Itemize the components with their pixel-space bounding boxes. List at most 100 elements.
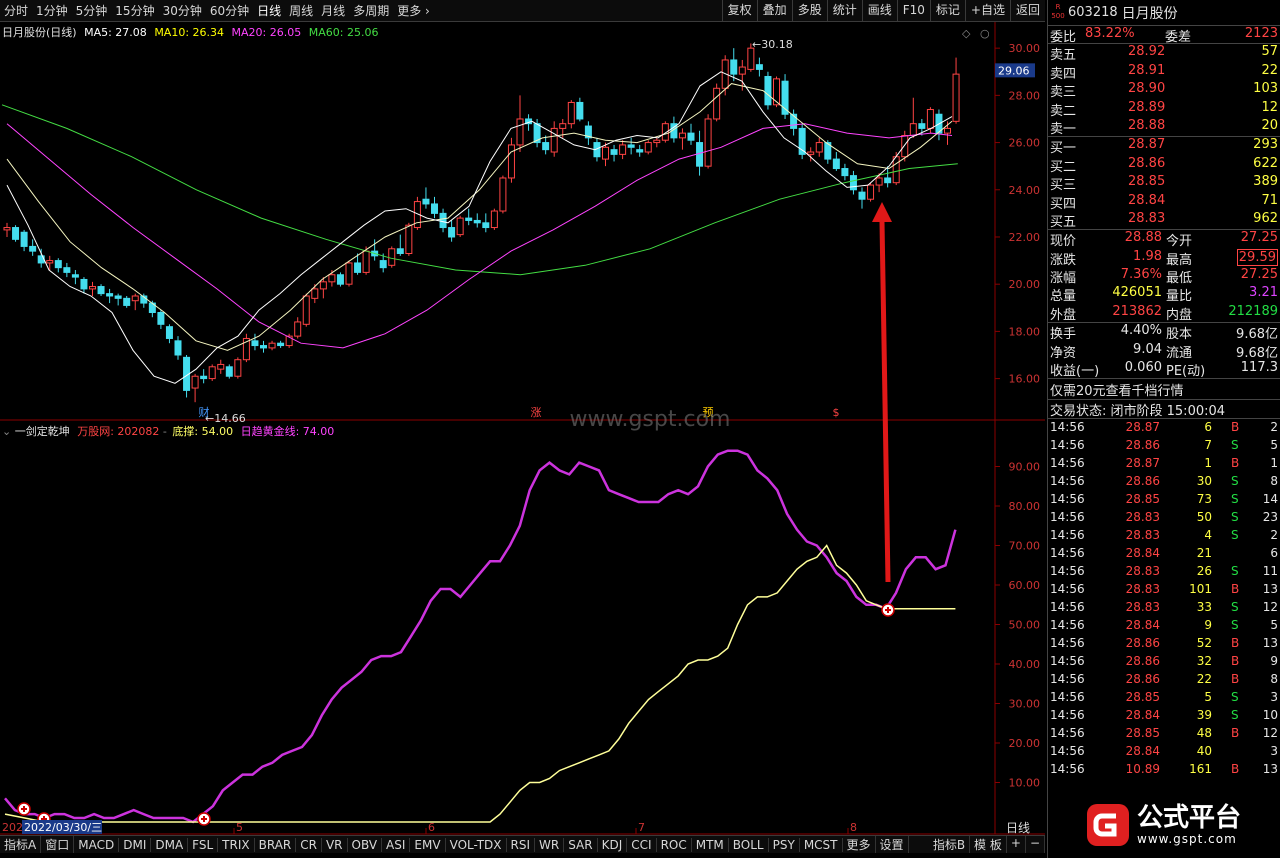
indicator-tab-23[interactable]: MCST: [800, 837, 843, 852]
indicator-tab-16[interactable]: SAR: [564, 837, 598, 852]
toolbar-btn-6[interactable]: 标记: [929, 0, 965, 22]
high-label: ←30.18: [752, 38, 793, 51]
candle-body: [260, 345, 267, 349]
toolbar-btn-7[interactable]: +自选: [964, 0, 1010, 22]
bottom-right-btn-3[interactable]: −: [1026, 836, 1045, 853]
indicator-tab-20[interactable]: MTM: [692, 837, 729, 852]
tab-6[interactable]: 日线: [257, 4, 282, 18]
trade-row: 14:56 28.87 1 B 1: [1048, 455, 1280, 473]
sell-row: 卖一 28.88 20: [1048, 118, 1280, 137]
buy-price: 28.87: [1128, 137, 1166, 153]
indicator-tab-0[interactable]: 指标A: [0, 836, 42, 853]
price-tick-label: 20.00: [1009, 278, 1041, 291]
indicator-tab-14[interactable]: RSI: [507, 837, 536, 852]
toolbar-btn-4[interactable]: 画线: [861, 0, 897, 22]
indicator-tab-15[interactable]: WR: [535, 837, 565, 852]
toolbar-btn-1[interactable]: 叠加: [756, 0, 792, 22]
trade-count: 11: [1262, 563, 1278, 578]
candle-body: [157, 312, 165, 325]
indicator-tab-22[interactable]: PSY: [769, 837, 800, 852]
candle-body: [336, 274, 344, 285]
candle-body: [12, 227, 20, 240]
yellow-line: [4, 544, 956, 823]
tab-7[interactable]: 周线: [289, 4, 314, 18]
stock-code: 603218: [1068, 5, 1118, 20]
indicator-tab-21[interactable]: BOLL: [729, 837, 769, 852]
bottom-right-btn-1[interactable]: 模 板: [970, 836, 1007, 853]
tab-0[interactable]: 分时: [4, 4, 29, 18]
indicator-tab-9[interactable]: VR: [322, 837, 348, 852]
indicator-tab-5[interactable]: FSL: [188, 837, 219, 852]
candle-body: [379, 260, 387, 269]
candle-body: [584, 125, 592, 139]
indicator-tab-11[interactable]: ASI: [382, 837, 411, 852]
tab-9[interactable]: 多周期: [353, 4, 390, 18]
stat-label: 量比: [1166, 289, 1193, 305]
trade-row: 14:56 28.83 101 B 13: [1048, 581, 1280, 599]
weicha-value: 2123: [1244, 26, 1278, 41]
indicator-name: 一剑定乾坤: [14, 425, 70, 438]
indicator-tab-13[interactable]: VOL-TDX: [446, 837, 507, 852]
trade-row: 14:56 28.86 32 B 9: [1048, 653, 1280, 671]
indicator-tab-1[interactable]: 窗口: [41, 836, 75, 853]
ma60-line: [1, 104, 958, 276]
indicator-tab-2[interactable]: MACD: [74, 837, 120, 852]
tab-3[interactable]: 15分钟: [115, 4, 155, 18]
toolbar-btn-5[interactable]: F10: [896, 0, 930, 22]
indicator-tab-8[interactable]: CR: [296, 837, 322, 852]
tab-8[interactable]: 月线: [321, 4, 346, 18]
stat2-label: 收益(一): [1050, 364, 1100, 380]
sell-price: 28.90: [1128, 81, 1166, 97]
indicator-tab-6[interactable]: TRIX: [218, 837, 255, 852]
date-cursor: 2022/03/30/三: [24, 821, 102, 834]
weibi-label: 委比: [1050, 30, 1077, 45]
indicator-tab-12[interactable]: EMV: [410, 837, 446, 852]
tab-2[interactable]: 5分钟: [75, 4, 108, 18]
ma5-line: [6, 71, 953, 384]
toolbar-btn-0[interactable]: 复权: [721, 0, 757, 22]
indicator-tab-19[interactable]: ROC: [657, 837, 692, 852]
candle-body: [773, 78, 780, 106]
tab-5[interactable]: 60分钟: [209, 4, 250, 18]
stat2-label: 换手: [1050, 327, 1077, 343]
bottom-right-btn-0[interactable]: 指标B: [929, 836, 971, 853]
candle-body: [790, 113, 798, 129]
indicator-tab-10[interactable]: OBV: [348, 837, 383, 852]
candle-body: [174, 340, 182, 356]
tab-1[interactable]: 1分钟: [36, 4, 68, 18]
trade-volume: 30: [1196, 473, 1212, 488]
quote-panel: R 500 603218 日月股份 委比 83.22% 委差 2123 卖五 28.…: [1047, 0, 1280, 858]
candle-body: [123, 297, 131, 306]
stock-period-label: 日月股份(日线): [2, 26, 77, 39]
trade-volume: 40: [1196, 743, 1212, 758]
indicator-tab-25[interactable]: 设置: [876, 836, 909, 853]
stat2-row: 收益(一) 0.060 PE(动) 117.3: [1048, 360, 1280, 380]
indicator-tab-3[interactable]: DMI: [119, 837, 152, 852]
trade-price: 28.85: [1125, 491, 1160, 506]
toolbar-btn-3[interactable]: 统计: [826, 0, 862, 22]
trade-volume: 6: [1204, 419, 1212, 434]
trade-status: 交易状态: 闭市阶段 15:00:04: [1050, 404, 1226, 420]
bottom-right-btn-2[interactable]: +: [1007, 836, 1026, 853]
candle-body: [431, 203, 438, 214]
collapse-icon[interactable]: ⌄: [2, 425, 12, 438]
candle-body: [499, 177, 507, 212]
indicator-tab-7[interactable]: BRAR: [255, 837, 297, 852]
indicator-tab-24[interactable]: 更多: [843, 836, 876, 853]
sell-row: 卖五 28.92 57: [1048, 44, 1280, 63]
indicator-tab-17[interactable]: KDJ: [598, 837, 628, 852]
indicator-tab-18[interactable]: CCI: [627, 837, 657, 852]
toolbar-btn-2[interactable]: 多股: [791, 0, 827, 22]
main-panel-title: 日月股份(日线) MA5: 27.08 MA10: 26.34 MA20: 26…: [2, 24, 378, 40]
toolbar-btn-8[interactable]: 返回: [1009, 0, 1045, 22]
sub-tick-label: 60.00: [1009, 579, 1041, 592]
candle-body: [277, 342, 285, 347]
promo-link[interactable]: 仅需20元查看千档行情: [1050, 384, 1184, 400]
candle-body: [559, 123, 567, 129]
promo-row[interactable]: 仅需20元查看千档行情: [1048, 379, 1280, 401]
tab-4[interactable]: 30分钟: [162, 4, 202, 18]
tab-10[interactable]: 更多 ›: [397, 4, 430, 18]
indicator-tab-4[interactable]: DMA: [151, 837, 189, 852]
stat2-label: 流通: [1166, 345, 1193, 361]
candle-body: [97, 286, 105, 295]
